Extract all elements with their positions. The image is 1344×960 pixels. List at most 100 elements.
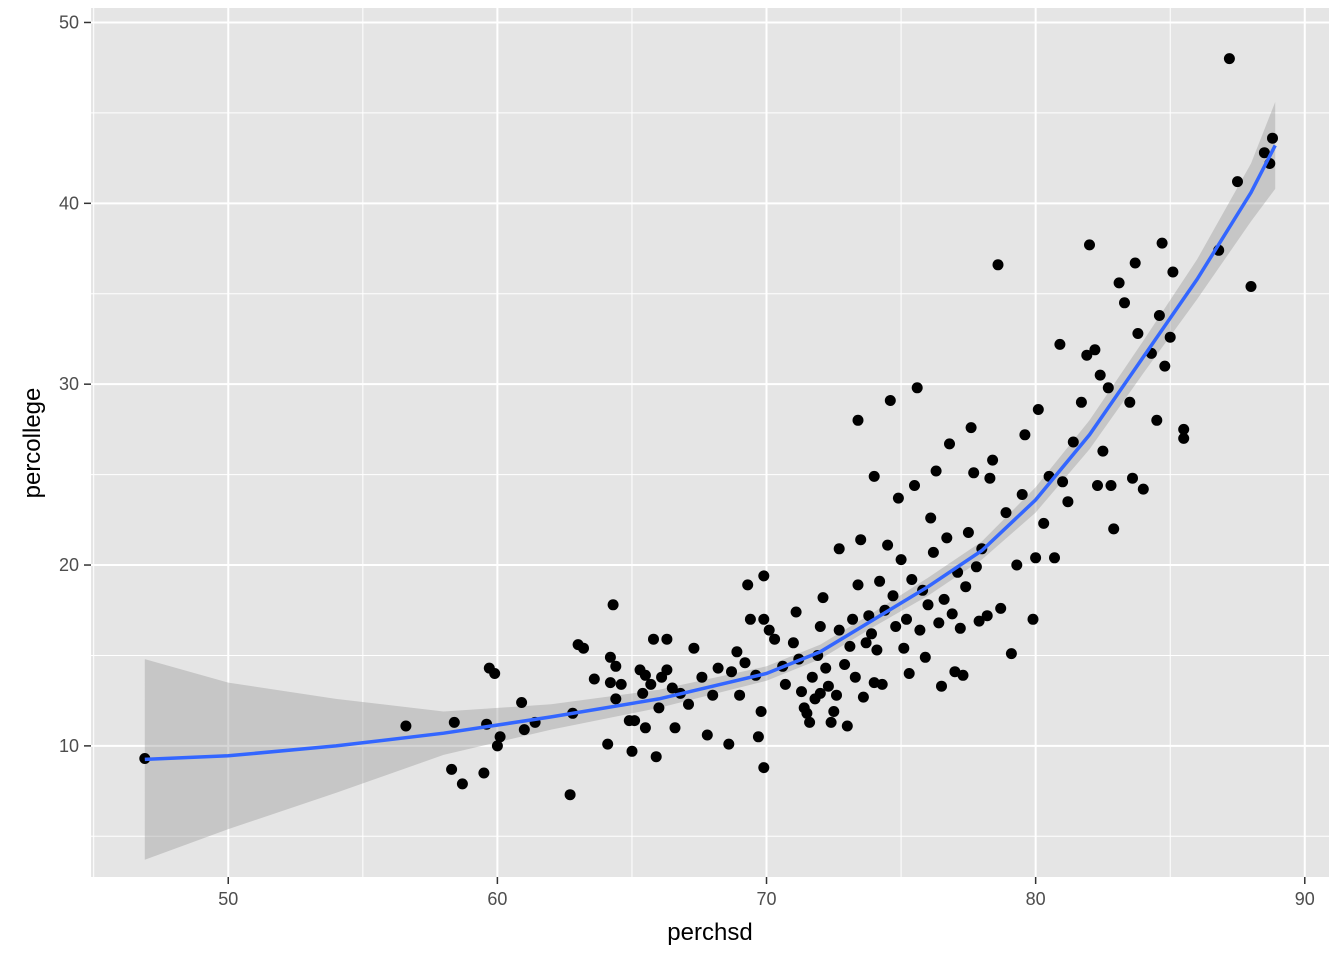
data-point bbox=[604, 651, 616, 663]
data-point bbox=[1062, 496, 1074, 508]
data-point bbox=[1267, 132, 1278, 144]
data-point bbox=[892, 492, 904, 504]
data-point bbox=[930, 465, 942, 477]
data-point bbox=[844, 640, 856, 652]
data-point bbox=[645, 678, 657, 690]
data-point bbox=[938, 593, 950, 605]
data-point bbox=[957, 669, 969, 681]
data-point bbox=[852, 579, 864, 591]
data-point bbox=[831, 689, 842, 701]
data-point bbox=[1105, 480, 1117, 491]
data-point bbox=[701, 729, 713, 741]
data-point bbox=[712, 662, 724, 674]
data-point bbox=[1132, 328, 1144, 339]
data-point bbox=[863, 610, 875, 622]
data-point bbox=[895, 554, 907, 566]
data-point bbox=[874, 575, 886, 587]
data-point bbox=[825, 716, 837, 728]
data-point bbox=[871, 644, 883, 656]
data-point bbox=[1089, 344, 1101, 356]
data-point bbox=[987, 454, 999, 466]
data-point bbox=[906, 574, 918, 585]
data-point bbox=[1159, 360, 1171, 372]
data-point bbox=[828, 706, 840, 717]
data-point bbox=[822, 680, 834, 692]
data-point bbox=[1000, 507, 1012, 519]
data-point bbox=[884, 395, 896, 406]
y-axis-title: percollege bbox=[19, 388, 46, 499]
data-point bbox=[973, 615, 985, 627]
data-point bbox=[933, 617, 945, 629]
data-point bbox=[1151, 414, 1163, 426]
data-point bbox=[478, 767, 490, 779]
data-point bbox=[787, 637, 799, 649]
data-point bbox=[696, 671, 708, 683]
data-point bbox=[1156, 237, 1168, 249]
data-point bbox=[1232, 176, 1243, 188]
data-point bbox=[1005, 648, 1017, 660]
data-point bbox=[604, 677, 616, 689]
data-point bbox=[984, 472, 996, 484]
data-point bbox=[922, 599, 934, 611]
data-point bbox=[898, 642, 910, 654]
data-point bbox=[763, 624, 775, 636]
data-point bbox=[578, 642, 589, 654]
data-point bbox=[852, 414, 864, 426]
data-point bbox=[648, 633, 659, 645]
data-point bbox=[968, 467, 980, 479]
data-point bbox=[1049, 552, 1060, 564]
data-point bbox=[707, 689, 719, 701]
x-tick-label: 60 bbox=[487, 889, 507, 909]
data-point bbox=[779, 678, 791, 690]
data-point bbox=[1038, 517, 1050, 529]
data-point bbox=[1067, 436, 1079, 448]
scatter-points bbox=[139, 53, 1278, 801]
data-point bbox=[855, 534, 867, 546]
data-point bbox=[1016, 489, 1028, 500]
data-point bbox=[607, 599, 619, 611]
data-point bbox=[518, 724, 530, 736]
data-point bbox=[919, 651, 931, 663]
data-point bbox=[849, 671, 861, 683]
data-point bbox=[1178, 423, 1190, 435]
data-point bbox=[914, 624, 926, 636]
data-point bbox=[925, 512, 937, 524]
data-point bbox=[817, 592, 829, 604]
data-point bbox=[491, 740, 503, 752]
data-point bbox=[1030, 552, 1042, 564]
y-tick-label: 50 bbox=[59, 12, 79, 32]
data-point bbox=[639, 722, 651, 734]
data-point bbox=[629, 715, 641, 727]
data-point bbox=[744, 613, 756, 625]
data-point bbox=[661, 633, 673, 645]
data-point bbox=[742, 579, 754, 591]
data-point bbox=[839, 659, 851, 670]
data-point bbox=[688, 642, 700, 654]
data-point bbox=[1057, 476, 1069, 488]
data-point bbox=[666, 682, 678, 694]
data-point bbox=[739, 657, 751, 669]
data-point bbox=[602, 738, 614, 750]
data-point bbox=[841, 720, 853, 732]
data-point bbox=[833, 624, 845, 636]
data-point bbox=[927, 546, 939, 558]
data-point bbox=[814, 621, 826, 632]
data-point bbox=[1075, 396, 1087, 408]
data-point bbox=[806, 671, 818, 683]
data-point bbox=[1027, 613, 1039, 625]
data-point bbox=[1097, 445, 1109, 457]
data-point bbox=[734, 689, 746, 701]
data-point bbox=[1124, 396, 1136, 408]
data-point bbox=[448, 716, 460, 728]
data-point bbox=[564, 789, 576, 801]
data-point bbox=[944, 438, 955, 450]
data-point bbox=[1167, 266, 1179, 278]
data-point bbox=[1223, 53, 1235, 65]
data-point bbox=[814, 687, 826, 699]
data-point bbox=[726, 666, 737, 678]
data-point bbox=[400, 720, 412, 732]
data-point bbox=[637, 687, 649, 699]
data-point bbox=[1054, 338, 1066, 350]
data-point bbox=[965, 422, 977, 434]
